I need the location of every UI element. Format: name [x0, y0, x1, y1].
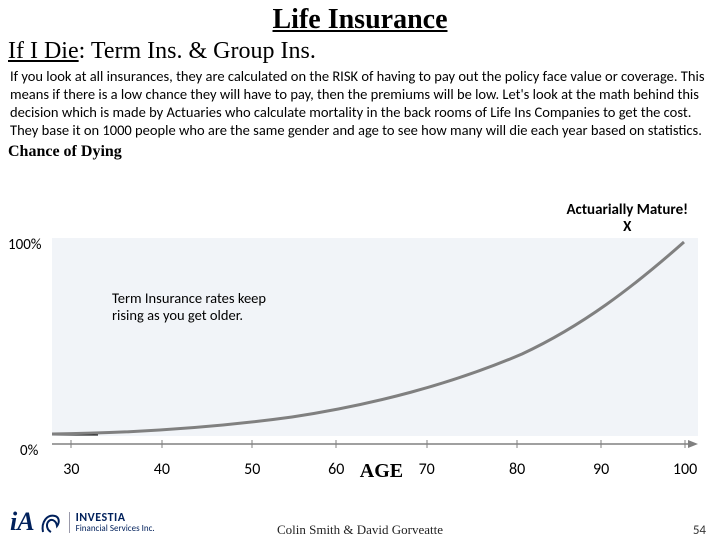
- x-tick-50: 50: [244, 460, 260, 479]
- chart-plot-area: Term Insurance rates keep rising as you …: [52, 238, 698, 436]
- chart-note: Term Insurance rates keep rising as you …: [112, 290, 292, 325]
- x-tick-30: 30: [63, 460, 79, 479]
- x-tick-80: 80: [509, 460, 525, 479]
- x-axis-labels: 30 40 50 60 AGE 70 80 90 100: [52, 460, 698, 484]
- x-tick-40: 40: [154, 460, 170, 479]
- subtitle-rest: : Term Ins. & Group Ins.: [79, 38, 316, 64]
- x-tick-90: 90: [593, 460, 609, 479]
- body-paragraph: If you look at all insurances, they are …: [10, 67, 710, 140]
- chart-svg: [52, 238, 698, 448]
- actuarially-mature-label: Actuarially Mature! X: [566, 202, 688, 235]
- footer-authors: Colin Smith & David Gorveatte: [0, 522, 720, 538]
- y-axis-label-0: 0%: [20, 442, 38, 460]
- subtitle-lead: If I Die: [8, 38, 79, 64]
- chance-of-dying-label: Chance of Dying: [8, 143, 122, 161]
- page-title: Life Insurance: [0, 4, 720, 36]
- x-tick-70: 70: [419, 460, 435, 479]
- mature-text: Actuarially Mature!: [566, 201, 688, 219]
- subtitle: If I Die: Term Ins. & Group Ins.: [8, 38, 720, 65]
- y-axis-label-100: 100%: [8, 236, 42, 254]
- x-tick-100: 100: [673, 460, 697, 479]
- mortality-chart: 100% 0% Term Insurance rates keep risi: [8, 236, 710, 476]
- mature-x-mark: X: [623, 218, 631, 236]
- page-number: 54: [693, 523, 706, 538]
- x-tick-60: 60: [328, 460, 344, 479]
- age-axis-label: AGE: [360, 460, 403, 483]
